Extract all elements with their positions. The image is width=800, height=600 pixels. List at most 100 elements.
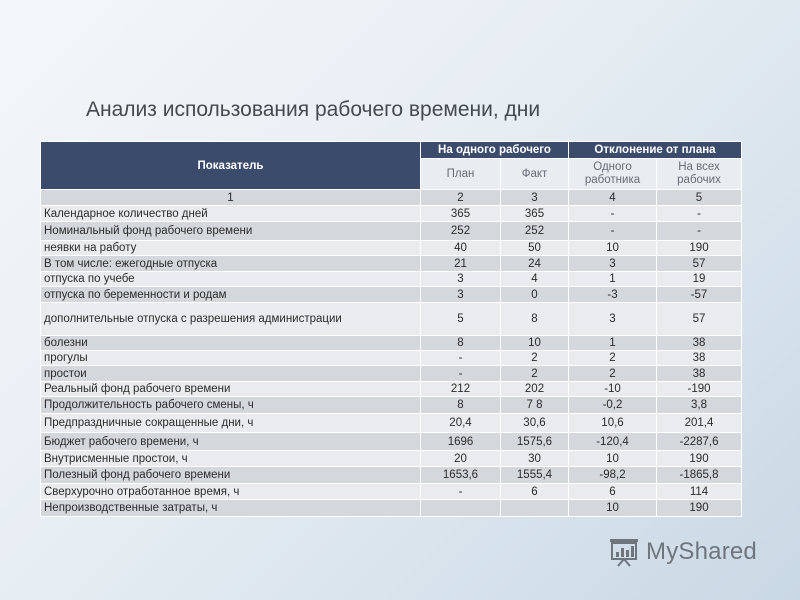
row-label: болезни — [40, 335, 421, 351]
cell-all-workers: 38 — [656, 350, 742, 366]
cell-plan: - — [420, 350, 501, 366]
cell-one-worker: 2 — [568, 365, 657, 382]
cell-one-worker: 10,6 — [568, 413, 657, 433]
cell-one-worker: 4 — [568, 189, 657, 206]
row-label: дополнительные отпуска с разрешения адми… — [40, 302, 421, 336]
myshared-logo-icon — [610, 539, 638, 567]
row-label: В том числе: ежегодные отпуска — [40, 255, 421, 272]
table-row: неявки на работу 40 50 10 190 — [40, 240, 742, 256]
cell-fact: 252 — [500, 221, 569, 241]
table-row: Бюджет рабочего времени, ч 1696 1575,6 -… — [40, 432, 742, 451]
table-row: болезни 8 10 1 38 — [40, 335, 742, 351]
cell-fact: 7 8 — [500, 396, 569, 414]
cell-plan: 20 — [420, 450, 501, 467]
cell-fact: 30 — [500, 450, 569, 467]
header-indicator: Показатель — [40, 141, 421, 190]
cell-plan: 252 — [420, 221, 501, 241]
cell-fact: 4 — [500, 271, 569, 287]
cell-one-worker: 6 — [568, 483, 657, 500]
cell-fact: 365 — [500, 205, 569, 222]
table-row: Календарное количество дней 365 365 - - — [40, 205, 742, 222]
cell-one-worker: -10 — [568, 381, 657, 397]
table-row: Непроизводственные затраты, ч 10 190 — [40, 499, 742, 517]
row-label: Предпраздничные сокращенные дни, ч — [40, 413, 421, 433]
cell-fact: 2 — [500, 365, 569, 382]
cell-plan: 2 — [420, 189, 501, 206]
cell-one-worker: - — [568, 205, 657, 222]
cell-plan: 8 — [420, 396, 501, 414]
table-row: Номинальный фонд рабочего времени 252 25… — [40, 221, 742, 241]
cell-all-workers: 5 — [656, 189, 742, 206]
table-row: Внутрисменные простои, ч 20 30 10 190 — [40, 450, 742, 467]
table-row: отпуска по беременности и родам 3 0 -3 -… — [40, 286, 742, 303]
table-row: Полезный фонд рабочего времени 1653,6 15… — [40, 466, 742, 484]
cell-all-workers: -1865,8 — [656, 466, 742, 484]
myshared-logo[interactable]: MyShared — [608, 536, 757, 568]
cell-one-worker: 3 — [568, 302, 657, 336]
cell-one-worker: 1 — [568, 335, 657, 351]
row-label: Номинальный фонд рабочего времени — [40, 221, 421, 241]
row-label: Реальный фонд рабочего времени — [40, 381, 421, 397]
row-label: Сверхурочно отработанное время, ч — [40, 483, 421, 500]
row-label: Внутрисменные простои, ч — [40, 450, 421, 467]
cell-plan: 40 — [420, 240, 501, 256]
cell-all-workers: 190 — [656, 240, 742, 256]
cell-one-worker: -120,4 — [568, 432, 657, 451]
cell-all-workers: - — [656, 221, 742, 241]
cell-all-workers: 114 — [656, 483, 742, 500]
cell-fact: 24 — [500, 255, 569, 272]
cell-all-workers: 57 — [656, 302, 742, 336]
header-plan: План — [420, 158, 501, 190]
table-row: Продолжительность рабочего смены, ч 8 7 … — [40, 396, 742, 414]
header-all-workers: На всех рабочих — [656, 158, 742, 190]
cell-all-workers: 57 — [656, 255, 742, 272]
row-label: Непроизводственные затраты, ч — [40, 499, 421, 517]
cell-all-workers: 190 — [656, 499, 742, 517]
cell-one-worker: 10 — [568, 450, 657, 467]
header-fact: Факт — [500, 158, 569, 190]
cell-all-workers: 3,8 — [656, 396, 742, 414]
cell-fact: 1555,4 — [500, 466, 569, 484]
row-label: Полезный фонд рабочего времени — [40, 466, 421, 484]
cell-fact — [500, 499, 569, 517]
cell-all-workers: 19 — [656, 271, 742, 287]
table-row: Реальный фонд рабочего времени 212 202 -… — [40, 381, 742, 397]
logo-text: MyShared — [646, 538, 757, 565]
cell-fact: 0 — [500, 286, 569, 303]
cell-all-workers: 38 — [656, 335, 742, 351]
cell-plan: - — [420, 483, 501, 500]
cell-plan: 8 — [420, 335, 501, 351]
row-label: прогулы — [40, 350, 421, 366]
table-row: В том числе: ежегодные отпуска 21 24 3 5… — [40, 255, 742, 272]
table-row: Предпраздничные сокращенные дни, ч 20,4 … — [40, 413, 742, 433]
cell-plan: 365 — [420, 205, 501, 222]
cell-plan: 212 — [420, 381, 501, 397]
cell-plan: 3 — [420, 271, 501, 287]
cell-fact: 3 — [500, 189, 569, 206]
cell-all-workers: -57 — [656, 286, 742, 303]
row-label: Бюджет рабочего времени, ч — [40, 432, 421, 451]
cell-all-workers: -2287,6 — [656, 432, 742, 451]
cell-all-workers: 201,4 — [656, 413, 742, 433]
cell-fact: 1575,6 — [500, 432, 569, 451]
cell-one-worker: 2 — [568, 350, 657, 366]
cell-one-worker: - — [568, 221, 657, 241]
cell-one-worker: -98,2 — [568, 466, 657, 484]
cell-plan — [420, 499, 501, 517]
table-row: простои - 2 2 38 — [40, 365, 742, 382]
cell-one-worker: 1 — [568, 271, 657, 287]
cell-one-worker: 3 — [568, 255, 657, 272]
row-label: 1 — [40, 189, 421, 206]
cell-fact: 6 — [500, 483, 569, 500]
cell-fact: 202 — [500, 381, 569, 397]
cell-plan: 20,4 — [420, 413, 501, 433]
cell-all-workers: - — [656, 205, 742, 222]
header-one-worker: Одного работника — [568, 158, 657, 190]
table-row: 1 2 3 4 5 — [40, 189, 742, 206]
row-label: Продолжительность рабочего смены, ч — [40, 396, 421, 414]
cell-fact: 8 — [500, 302, 569, 336]
cell-one-worker: -3 — [568, 286, 657, 303]
cell-plan: 1653,6 — [420, 466, 501, 484]
cell-plan: 21 — [420, 255, 501, 272]
table-row: прогулы - 2 2 38 — [40, 350, 742, 366]
